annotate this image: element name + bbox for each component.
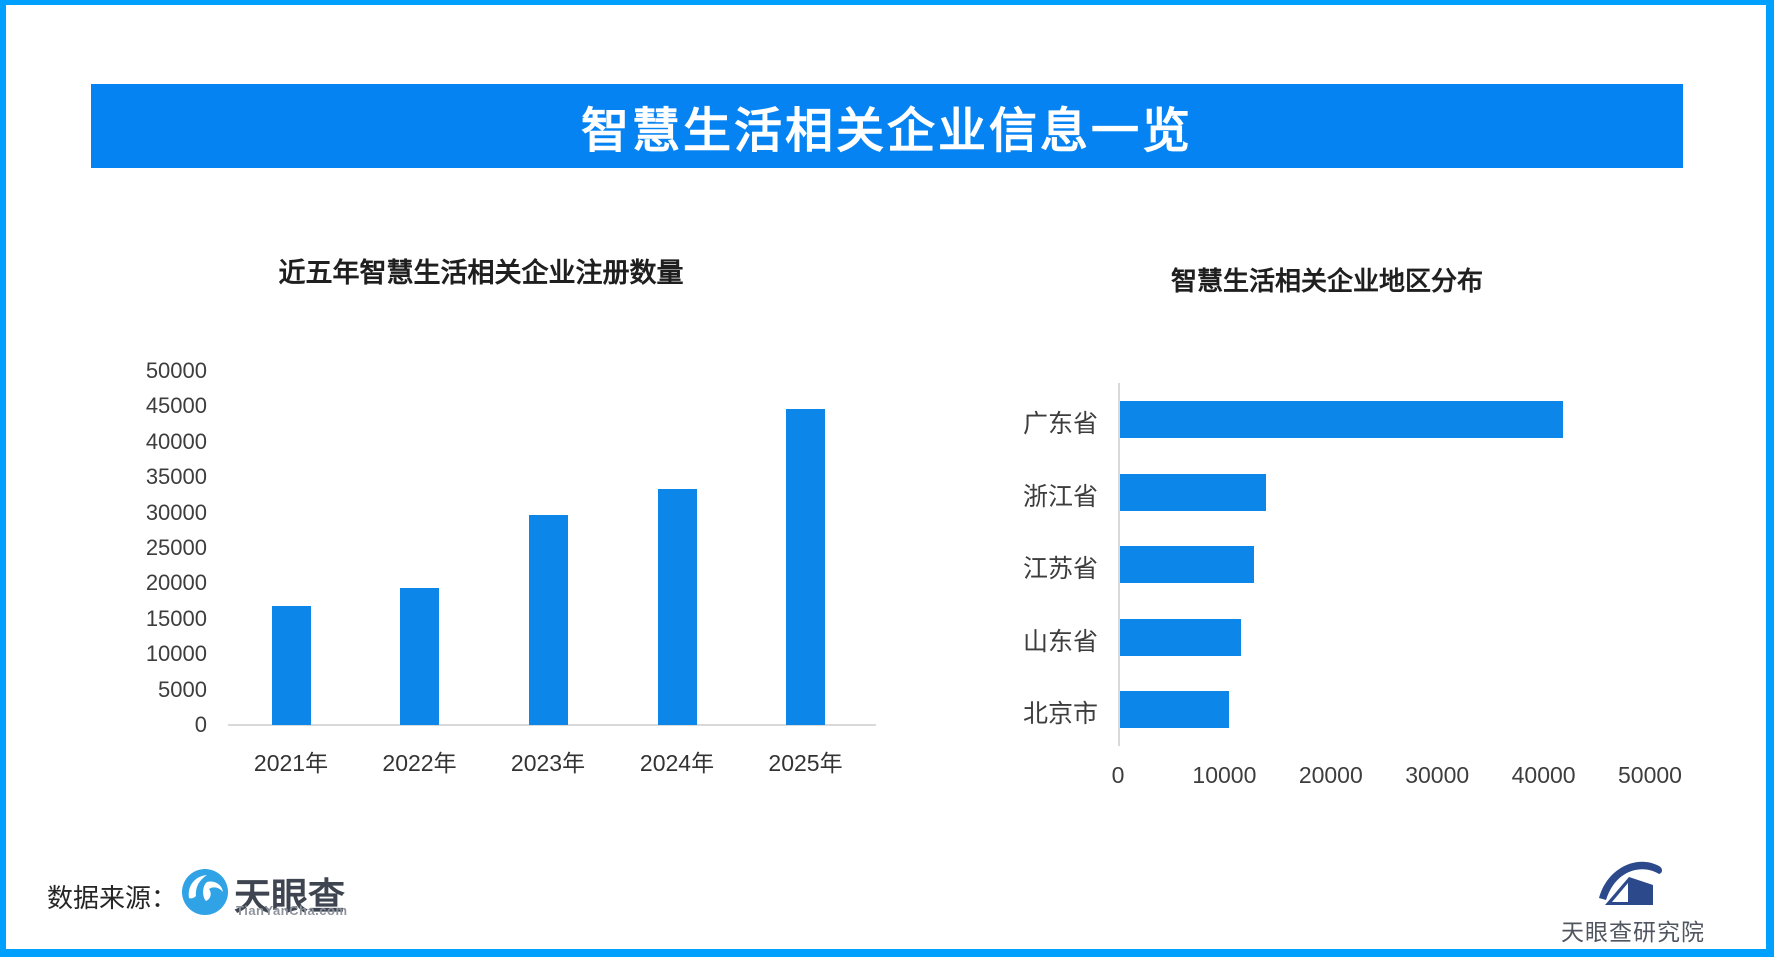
right-chart-category-label: 广东省: [1022, 410, 1098, 438]
left-chart-ytick-label: 10000: [145, 641, 207, 667]
right-chart-bar: [1120, 401, 1563, 438]
left-chart-xtick-label: 2025年: [768, 750, 843, 776]
header-banner: 智慧生活相关企业信息一览: [91, 84, 1683, 168]
right-chart-xtick-label: 40000: [1511, 762, 1576, 788]
left-chart-bar: [271, 606, 311, 725]
right-chart-bar: [1120, 546, 1255, 583]
left-chart-bar: [786, 408, 825, 725]
right-chart-xtick-label: 50000: [1618, 762, 1682, 788]
left-chart-ytick-label: 35000: [145, 464, 207, 490]
left-chart-ytick-label: 0: [194, 712, 207, 737]
right-chart-xtick-label: 30000: [1405, 762, 1470, 788]
left-chart-baseline: [228, 724, 876, 726]
right-chart-category-label: 山东省: [1022, 627, 1098, 656]
institute-logo-icon: [1597, 854, 1663, 913]
tianyancha-logo-text: 天眼查: [234, 876, 345, 917]
left-chart-bar: [528, 514, 568, 725]
left-chart-ytick-label: 45000: [145, 393, 207, 419]
left-chart-ytick-label: 40000: [145, 428, 207, 454]
right-chart-bar: [1120, 473, 1266, 511]
left-chart-xtick-label: 2021年: [253, 750, 329, 776]
left-chart-xtick-label: 2022年: [382, 750, 457, 776]
right-chart-category-label: 浙江省: [1022, 482, 1098, 511]
left-chart-bar: [657, 489, 697, 725]
right-chart-xtick-label: 10000: [1192, 762, 1257, 788]
right-chart-title: 智慧生活相关企业地区分布: [1170, 266, 1483, 296]
right-chart-axis-line: [1118, 383, 1120, 746]
left-chart-ytick-label: 30000: [145, 499, 207, 525]
right-chart-xtick-label: 0: [1111, 762, 1125, 788]
left-chart-ytick-label: 20000: [145, 570, 207, 596]
right-chart-bar: [1120, 618, 1242, 656]
institute-logo-text: 天眼查研究院: [1561, 919, 1705, 945]
right-chart-category-label: 江苏省: [1022, 555, 1098, 583]
left-chart-ytick-label: 50000: [145, 358, 207, 383]
left-chart-xtick-label: 2024年: [639, 750, 715, 776]
tianyancha-domain-text: TianYanCha.com: [236, 903, 348, 918]
right-chart-category-label: 北京市: [1022, 700, 1098, 728]
left-chart-title: 近五年智慧生活相关企业注册数量: [278, 258, 684, 288]
left-chart-bar: [400, 587, 439, 725]
left-chart-ytick-label: 25000: [145, 535, 207, 560]
tianyancha-logo-icon: [182, 869, 228, 920]
right-chart-bar: [1120, 691, 1229, 728]
page-title: 智慧生活相关企业信息一览: [580, 105, 1193, 158]
right-chart-xtick-label: 20000: [1298, 762, 1363, 788]
left-chart-ytick-label: 15000: [145, 605, 207, 631]
data-source-label: 数据来源：: [47, 883, 178, 913]
left-chart-ytick-label: 5000: [158, 676, 207, 702]
left-chart-xtick-label: 2023年: [510, 750, 586, 776]
